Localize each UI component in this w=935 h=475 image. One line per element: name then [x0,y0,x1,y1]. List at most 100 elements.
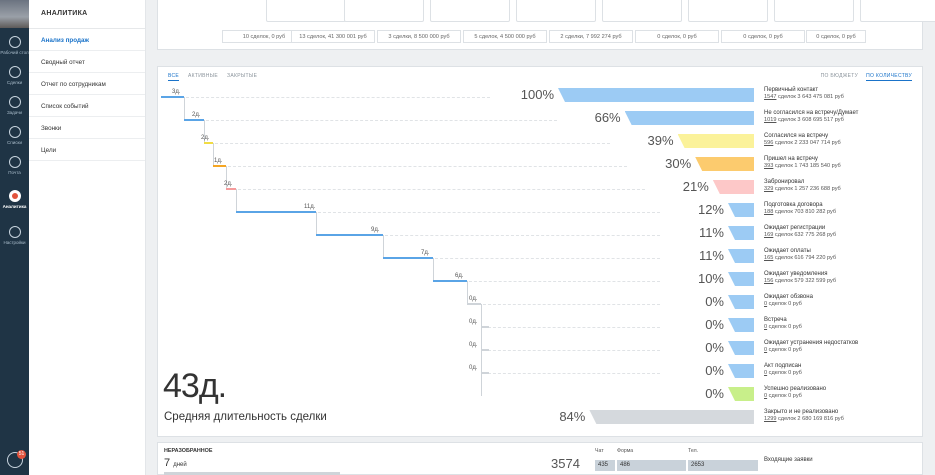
funnel-stage: Встреча 0 сделок 0 руб [764,317,924,330]
stage-name: Забронировал [764,179,805,185]
step-guide [469,281,660,282]
chat-icon[interactable] [7,452,23,468]
nav-item[interactable]: Аналитика [0,190,29,209]
step-guide [483,373,660,374]
sidebar-item[interactable]: Список событий [29,95,145,117]
nav-item[interactable]: Задачи [0,96,29,115]
filter-tab[interactable]: ЗАКРЫТЫЕ [227,73,258,79]
stage-deal-count[interactable]: 0 [764,347,768,353]
stage-stats: 0 сделок 0 руб [764,301,924,307]
step-guide [186,97,490,98]
nav-item[interactable]: Списки [0,126,29,145]
funnel-stage: Первичный контакт 1547 сделок 3 643 475 0… [764,87,924,100]
stage-deal-count[interactable]: 0 [764,324,768,330]
step-guide [483,304,660,305]
stage-name: Успешно реализовано [764,386,827,392]
sidebar-item[interactable]: Отчет по сотрудникам [29,73,145,95]
funnel-percent: 0% [705,386,724,401]
stage-deal-summary: сделок 0 руб [767,370,802,376]
stage-stats: 1299 сделок 2 680 169 816 руб [764,416,924,422]
nav-item[interactable]: Почта [0,156,29,175]
stage-deal-count[interactable]: 1299 [764,416,777,422]
stage-stats: 596 сделок 2 233 047 714 руб [764,140,924,146]
breakdown-value: 435 [595,460,615,471]
gear-icon [8,226,21,238]
funnel-stage: Ожидает обзвона 0 сделок 0 руб [764,294,924,307]
stage-name: Пришел на встречу [764,156,818,162]
funnel-stage: Ожидает регистрации 169 сделок 632 775 26… [764,225,924,238]
step-segment [161,96,184,98]
step-segment [481,326,489,328]
stage-deal-summary: сделок 1 257 236 688 руб [773,186,841,192]
breakdown-value: 2653 [688,460,758,471]
filter-tab[interactable]: АКТИВНЫЕ [188,73,219,79]
step-connector [467,281,468,304]
funnel-percent: 0% [705,317,724,332]
funnel-percent: 100% [520,87,554,102]
nav-item[interactable]: Сделки [0,66,29,85]
step-connector [481,304,482,327]
stage-deal-count[interactable]: 0 [764,301,768,307]
funnel-bar [728,203,754,217]
mode-tab[interactable]: ПО БЮДЖЕТУ [820,73,859,79]
lost-cell: 10 сделок, 0 руб [222,30,306,43]
stage-deal-count[interactable]: 169 [764,232,774,238]
unsorted-total: 3574 [551,456,580,471]
stage-deal-count[interactable]: 329 [764,186,774,192]
stage-deal-summary: сделок 703 810 282 руб [773,209,837,215]
stage-deal-count[interactable]: 165 [764,255,774,261]
step-duration: 0д. [469,365,478,371]
lost-cell: 5 сделок, 4 500 000 руб [463,30,547,43]
stage-deal-count[interactable]: 1547 [764,94,777,100]
sidebar-item[interactable]: Анализ продаж [29,29,145,51]
funnel-percent: 11% [698,225,724,240]
funnel-percent: 10% [697,271,724,286]
filter-tab[interactable]: ВСЕ [168,73,180,81]
sidebar-item[interactable]: Цели [29,139,145,161]
nav-item-label: Списки [7,140,22,145]
stage-summary-box [774,0,854,22]
stage-deal-count[interactable]: 596 [764,140,774,146]
sidebar-item[interactable]: Сводный отчет [29,51,145,73]
account-avatar[interactable] [0,0,29,28]
funnel-stage: Подготовка договора 188 сделок 703 810 28… [764,202,924,215]
stage-deal-count[interactable]: 1019 [764,117,777,123]
stage-deal-count[interactable]: 188 [764,209,774,215]
step-guide [318,212,660,213]
stage-deal-summary: сделок 632 775 268 руб [773,232,837,238]
step-duration: 0д. [469,342,478,348]
funnel-bar [728,364,754,378]
step-connector [433,258,434,281]
stage-deal-count[interactable]: 0 [764,370,768,376]
nav-item[interactable]: Настройки [0,226,29,245]
lost-cell: 0 сделок, 0 руб [635,30,719,43]
mode-tab[interactable]: ПО КОЛИЧЕСТВУ [866,73,912,81]
stage-deal-summary: сделок 0 руб [767,347,802,353]
stage-summary-box [860,0,935,22]
step-connector [481,327,482,350]
nav-item[interactable]: Рабочий стол [0,36,29,55]
funnel-percent: 66% [594,110,621,125]
step-segment [226,188,236,190]
stage-deal-count[interactable]: 0 [764,393,768,399]
step-guide [435,258,660,259]
stage-deal-count[interactable]: 393 [764,163,774,169]
stage-stats: 1019 сделок 3 608 695 517 руб [764,117,924,123]
sidebar-item[interactable]: Звонки [29,117,145,139]
stage-deal-count[interactable]: 156 [764,278,774,284]
stage-deal-summary: сделок 2 680 169 816 руб [776,416,844,422]
step-connector [204,120,205,143]
funnel-stage: Ожидает оплаты 165 сделок 616 794 220 руб [764,248,924,261]
step-duration: 6д. [455,273,464,279]
funnel-stage: Не согласился на встречу/Думает 1019 сдел… [764,110,924,123]
step-segment [316,234,383,236]
funnel-bar [677,134,754,148]
step-segment [204,142,213,144]
step-segment [213,165,226,167]
funnel-stage: Ожидает уведомления 156 сделок 579 322 59… [764,271,924,284]
pie-chart-icon [8,190,21,202]
sales-funnel-panel: ВСЕ АКТИВНЫЕ ЗАКРЫТЫЕ ПО БЮДЖЕТУ ПО КОЛИЧЕС… [157,66,923,437]
funnel-bar [728,387,754,401]
nav-item-label: Задачи [6,110,23,115]
stage-deal-summary: сделок 616 794 220 руб [773,255,837,261]
